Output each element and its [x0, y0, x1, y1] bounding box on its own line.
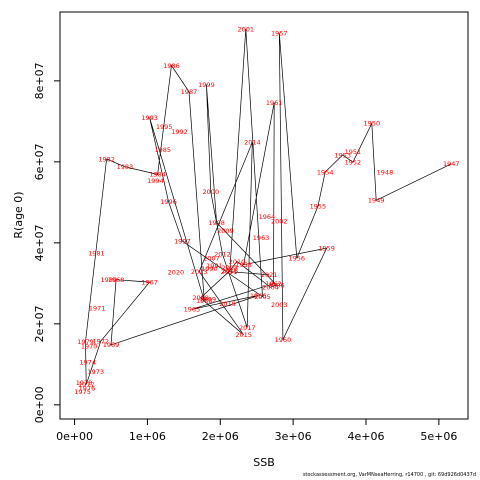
year-label-1992: 1992 — [171, 128, 188, 136]
year-label-1951: 1951 — [345, 148, 362, 156]
year-label-1971: 1971 — [89, 304, 106, 312]
year-label-1973: 1973 — [87, 368, 104, 376]
year-label-1958: 1958 — [235, 261, 252, 269]
y-tick-label: 6e+07 — [33, 143, 46, 180]
year-label-2002: 2002 — [271, 218, 288, 226]
year-label-2015: 2015 — [235, 331, 252, 339]
year-label-1980: 1980 — [101, 276, 118, 284]
year-label-2010: 2010 — [229, 258, 246, 266]
trajectory-line — [85, 28, 452, 385]
year-label-1982: 1982 — [98, 155, 115, 163]
year-label-1962: 1962 — [265, 280, 282, 288]
year-label-1991: 1991 — [206, 262, 223, 270]
year-label-1988: 1988 — [196, 297, 213, 305]
year-label-1950: 1950 — [364, 120, 381, 128]
year-label-1967: 1967 — [141, 278, 158, 286]
year-label-1990: 1990 — [201, 265, 218, 273]
year-label-1995: 1995 — [156, 123, 173, 131]
year-label-1947: 1947 — [443, 160, 460, 168]
year-label-1974: 1974 — [79, 359, 96, 367]
year-label-2014: 2014 — [244, 139, 261, 147]
x-tick-label: 1e+06 — [129, 430, 166, 443]
year-label-2001: 2001 — [238, 25, 255, 33]
year-label-1963: 1963 — [253, 234, 270, 242]
footer-credit: stockassessment.org, VarMNseaHerring, r1… — [302, 472, 476, 478]
year-label-1952: 1952 — [345, 159, 362, 167]
year-label-1985: 1985 — [154, 146, 171, 154]
year-label-1965: 1965 — [184, 306, 201, 314]
year-label-2007: 2007 — [203, 255, 220, 263]
y-tick-label: 0e+00 — [33, 386, 46, 423]
year-label-1975: 1975 — [74, 388, 91, 396]
year-label-1955: 1955 — [310, 203, 327, 211]
y-tick-label: 2e+07 — [33, 305, 46, 342]
x-tick-label: 2e+06 — [202, 430, 239, 443]
year-label-2012: 2012 — [214, 250, 231, 258]
year-label-1976: 1976 — [79, 385, 96, 393]
year-label-1954: 1954 — [317, 168, 334, 176]
year-label-1997: 1997 — [174, 238, 191, 246]
year-label-1978: 1978 — [76, 379, 93, 387]
x-tick-label: 4e+06 — [348, 430, 385, 443]
year-label-1993: 1993 — [141, 114, 158, 122]
year-label-1968: 1968 — [108, 276, 125, 284]
year-label-1986: 1986 — [163, 62, 180, 70]
year-label-1996: 1996 — [160, 198, 177, 206]
year-label-1960: 1960 — [275, 336, 292, 344]
year-label-1953: 1953 — [334, 151, 351, 159]
plot-frame — [59, 11, 469, 420]
year-label-1961: 1961 — [266, 99, 283, 107]
x-axis-title: SSB — [253, 456, 275, 469]
y-tick-label: 8e+07 — [33, 62, 46, 99]
y-axis-title: R(age 0) — [12, 191, 25, 238]
year-label-2021: 2021 — [261, 271, 278, 279]
year-label-1969: 1969 — [103, 341, 120, 349]
year-label-1977: 1977 — [78, 381, 95, 389]
x-tick-label: 5e+06 — [420, 430, 457, 443]
year-label-1957: 1957 — [271, 29, 288, 37]
year-label-1949: 1949 — [368, 197, 385, 205]
year-label-1999: 1999 — [198, 81, 215, 89]
year-label-2011: 2011 — [221, 268, 238, 276]
year-label-2006: 2006 — [268, 281, 285, 289]
x-axis: 0e+00 1e+06 2e+06 3e+06 4e+06 5e+06 — [56, 419, 457, 443]
year-label-2020: 2020 — [168, 268, 185, 276]
year-label-2004: 2004 — [262, 284, 279, 292]
year-label-1956: 1956 — [289, 255, 306, 263]
year-label-1981: 1981 — [88, 250, 105, 258]
year-label-1959: 1959 — [318, 244, 335, 252]
year-label-2018: 2018 — [192, 294, 209, 302]
year-label-1979: 1979 — [77, 338, 94, 346]
year-label-2008: 2008 — [221, 264, 238, 272]
year-label-1989: 1989 — [200, 295, 217, 303]
y-tick-label: 4e+07 — [33, 224, 46, 261]
year-label-1966: 1966 — [250, 292, 267, 300]
x-tick-label: 3e+06 — [275, 430, 312, 443]
year-label-1970: 1970 — [81, 342, 98, 350]
year-label-2017: 2017 — [239, 324, 256, 332]
year-label-1983: 1983 — [117, 163, 134, 171]
year-label-1994: 1994 — [147, 177, 164, 185]
year-label-1964: 1964 — [259, 213, 276, 221]
year-label-1972: 1972 — [93, 338, 110, 346]
year-label-2019: 2019 — [219, 300, 236, 308]
year-label-2000: 2000 — [203, 188, 220, 196]
year-label-2003: 2003 — [271, 301, 288, 309]
year-label-1998: 1998 — [208, 219, 225, 227]
year-label-2005: 2005 — [254, 293, 271, 301]
year-label-1984: 1984 — [149, 171, 166, 179]
year-label-2013: 2013 — [191, 268, 208, 276]
y-axis: 0e+00 2e+07 4e+07 6e+07 8e+07 — [33, 62, 60, 423]
x-tick-label: 0e+00 — [56, 430, 93, 443]
year-label-2009: 2009 — [217, 227, 234, 235]
year-label-1987: 1987 — [181, 88, 198, 96]
year-label-2016: 2016 — [221, 267, 238, 275]
year-label-1948: 1948 — [377, 168, 394, 176]
